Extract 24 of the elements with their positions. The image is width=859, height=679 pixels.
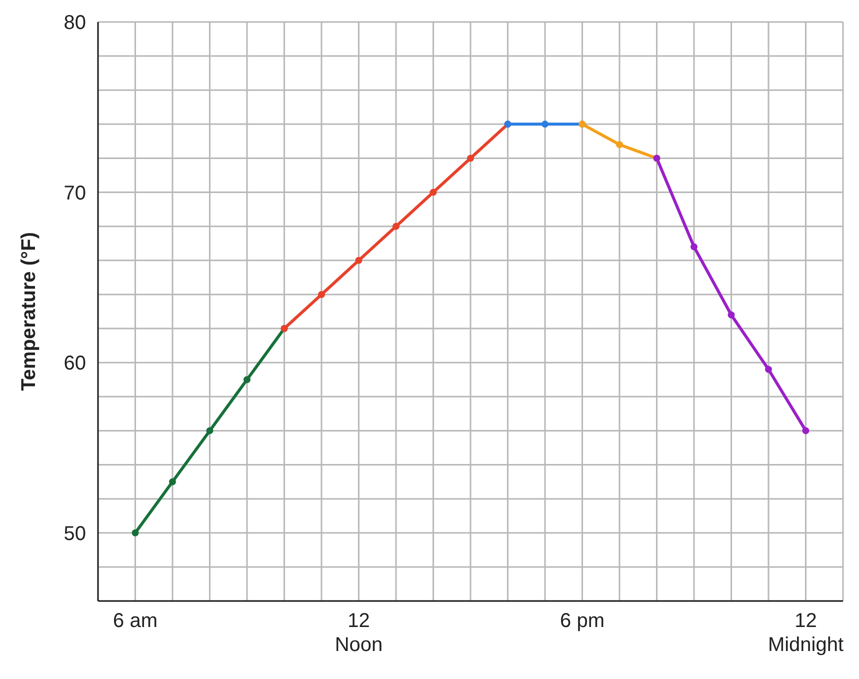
point	[392, 222, 400, 230]
y-tick-label: 50	[64, 522, 86, 545]
x-tick-label: 12 Noon	[334, 610, 383, 656]
x-tick-label: 6 pm	[560, 610, 604, 632]
point	[542, 120, 548, 128]
x-tick-label: 6 am	[113, 610, 158, 632]
point	[206, 427, 214, 434]
point	[430, 188, 437, 196]
point	[616, 141, 623, 148]
point	[467, 154, 474, 162]
point	[244, 376, 250, 384]
point	[802, 427, 810, 434]
y-tick-label: 60	[64, 352, 86, 375]
point	[318, 290, 325, 298]
point	[728, 311, 735, 318]
x-tick-label: 12 Midnight	[768, 610, 844, 656]
y-tick-label: 70	[64, 182, 86, 204]
point	[132, 529, 139, 536]
y-axis-title: Temperature (°F)	[18, 232, 40, 391]
point	[690, 243, 698, 250]
y-tick-label: 80	[64, 12, 86, 34]
point	[355, 256, 362, 264]
point	[765, 366, 772, 373]
point	[169, 478, 176, 486]
